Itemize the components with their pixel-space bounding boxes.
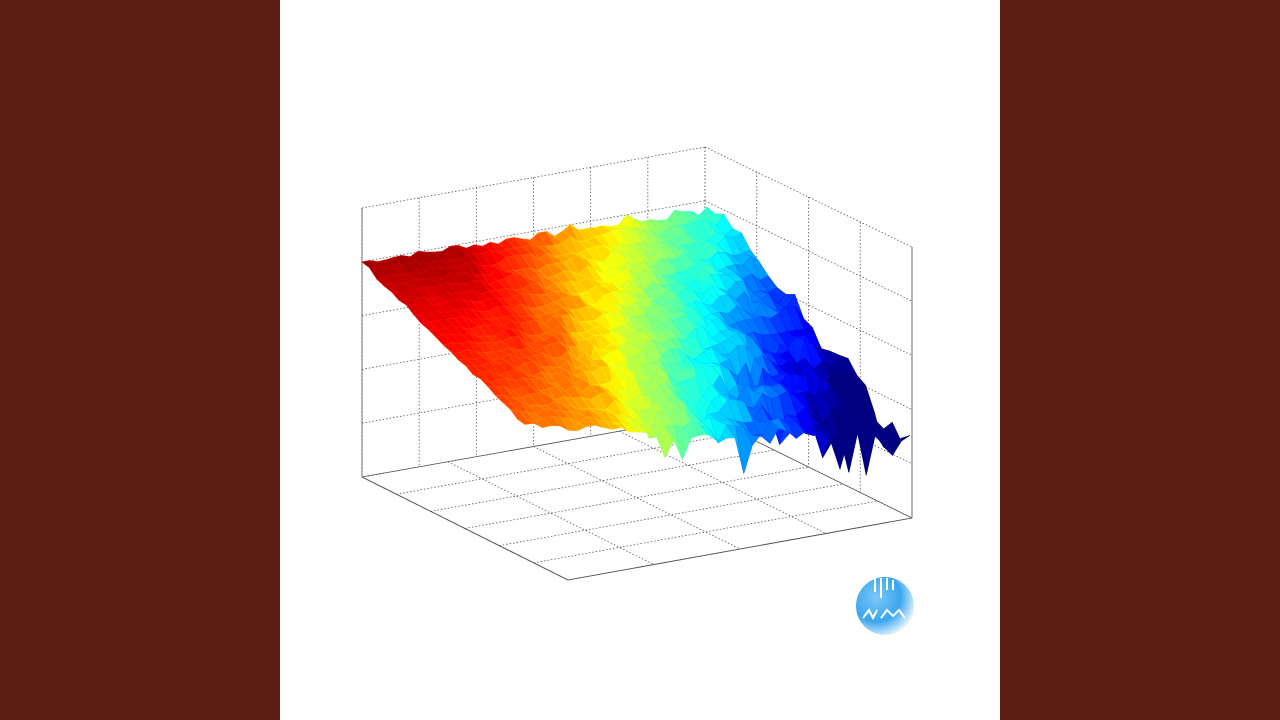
logo-circle [856, 577, 914, 635]
surface-mesh [361, 206, 911, 476]
grid-line [430, 449, 775, 512]
surface-face [892, 435, 911, 456]
nkm-logo [856, 577, 914, 635]
grid-line [464, 466, 809, 529]
axis-line [567, 517, 913, 581]
grid-line [499, 483, 844, 547]
grid-line [533, 446, 741, 550]
logo-lettering [862, 578, 906, 621]
grid-line [619, 430, 827, 534]
axis-line [361, 476, 569, 581]
grid-line [447, 461, 655, 565]
grid-line [533, 500, 878, 564]
